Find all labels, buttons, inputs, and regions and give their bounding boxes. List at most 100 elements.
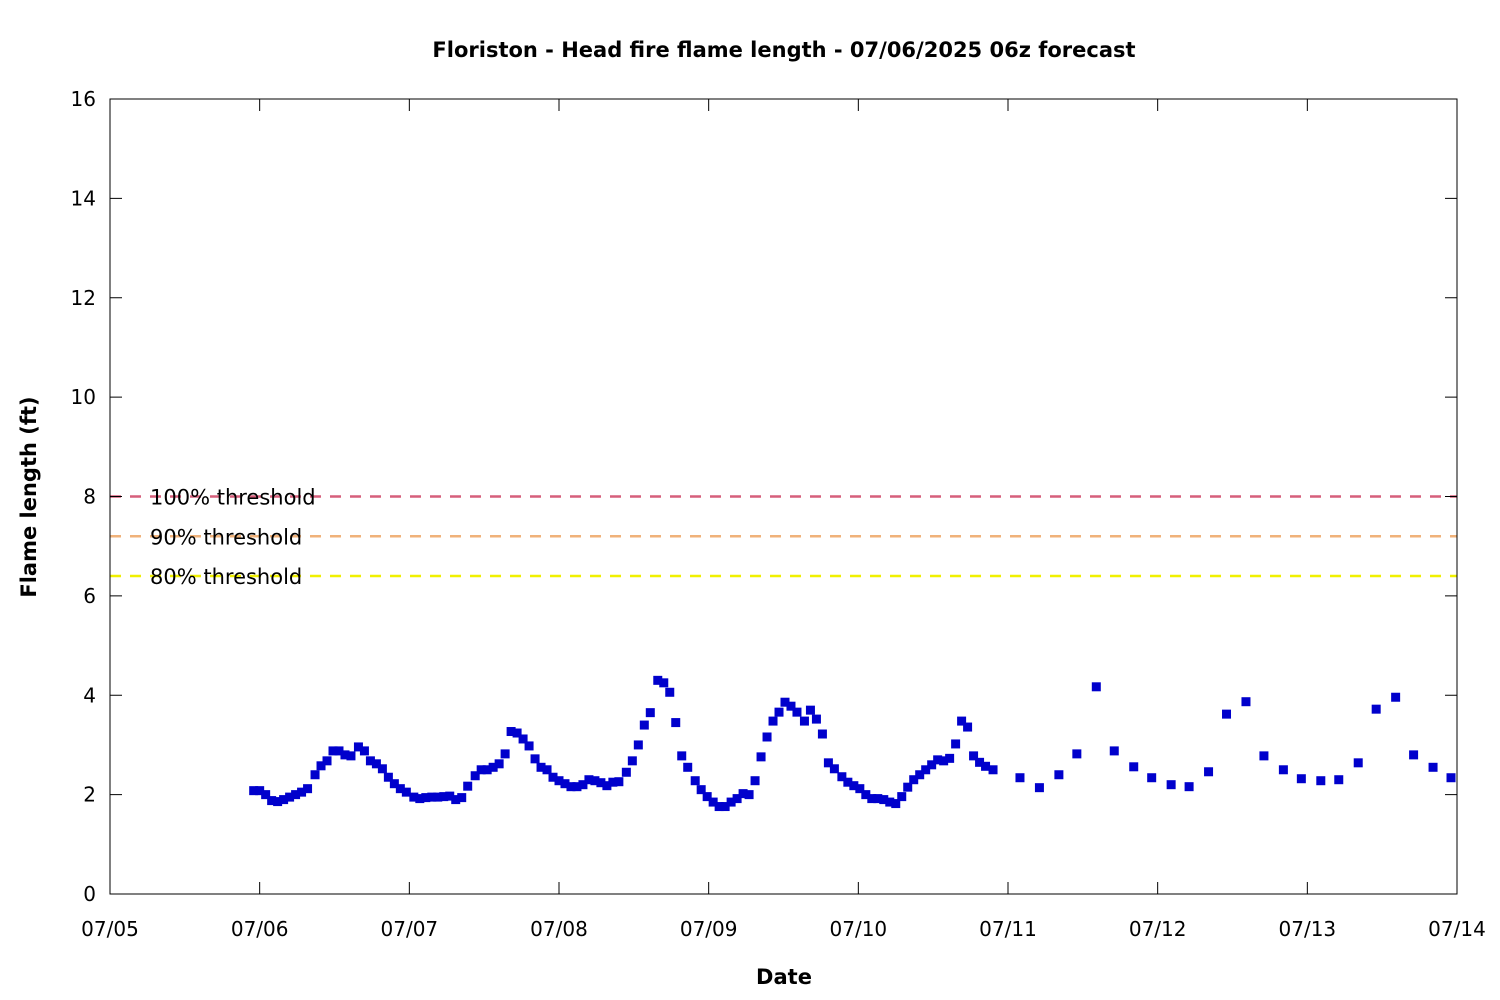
data-point <box>285 792 295 802</box>
data-point <box>334 746 344 756</box>
data-point <box>891 799 901 809</box>
data-point <box>530 754 540 764</box>
data-point <box>799 716 809 726</box>
data-point <box>291 790 301 800</box>
data-point <box>921 765 931 775</box>
data-point <box>768 716 778 726</box>
data-point <box>945 753 955 763</box>
data-point <box>1129 762 1139 772</box>
data-point <box>451 795 461 805</box>
data-point <box>879 795 889 805</box>
data-point <box>409 792 419 802</box>
data-point <box>897 792 907 802</box>
data-point <box>1278 765 1288 775</box>
x-tick-label: 07/05 <box>81 917 139 941</box>
data-point <box>621 767 631 777</box>
data-point <box>494 759 504 769</box>
data-point <box>1015 773 1025 783</box>
data-point <box>476 765 486 775</box>
data-point <box>653 675 663 685</box>
data-point <box>548 772 558 782</box>
data-point <box>421 793 431 803</box>
data-point <box>1334 775 1344 785</box>
data-point <box>811 714 821 724</box>
data-point <box>1034 783 1044 793</box>
y-tick-label: 16 <box>71 87 96 111</box>
data-point <box>596 778 606 788</box>
y-tick-label: 4 <box>83 683 96 707</box>
data-point <box>1296 774 1306 784</box>
y-tick-label: 12 <box>71 286 96 310</box>
data-point <box>627 756 637 766</box>
data-point <box>457 793 467 803</box>
data-point <box>427 792 437 802</box>
x-tick-label: 07/12 <box>1129 917 1187 941</box>
x-tick-label: 07/13 <box>1279 917 1337 941</box>
data-point <box>310 770 320 780</box>
data-point <box>542 765 552 775</box>
data-point <box>780 697 790 707</box>
threshold-lines <box>110 495 1457 578</box>
data-point <box>963 722 973 732</box>
data-point <box>614 777 624 787</box>
y-tick-label: 2 <box>83 783 96 807</box>
data-point <box>823 758 833 768</box>
data-point <box>1316 776 1326 786</box>
data-point <box>786 701 796 711</box>
data-point <box>303 784 313 794</box>
y-tick-label: 6 <box>83 584 96 608</box>
data-point <box>873 794 883 804</box>
data-point <box>1259 751 1269 761</box>
data-point <box>273 797 283 807</box>
data-point <box>359 746 369 756</box>
data-point <box>602 781 612 791</box>
data-point <box>774 707 784 717</box>
threshold-label: 80% threshold <box>150 565 302 589</box>
data-point <box>1147 773 1157 783</box>
data-point <box>383 772 393 782</box>
data-point <box>1204 767 1214 777</box>
axes: 0 2 4 6 8 10 12 14 16 07/05 07/06 07/07 07/08 07/09 07… <box>71 87 1486 941</box>
data-point <box>566 782 576 792</box>
data-point <box>714 802 724 812</box>
data-point <box>702 792 712 802</box>
data-point <box>584 775 594 785</box>
data-point <box>1054 770 1064 780</box>
data-point <box>696 785 706 795</box>
x-tick-label: 07/06 <box>231 917 289 941</box>
data-point <box>633 740 643 750</box>
data-point <box>665 687 675 697</box>
data-point <box>1166 780 1176 790</box>
data-point <box>377 764 387 774</box>
data-point <box>608 777 618 787</box>
data-point <box>560 779 570 789</box>
data-point <box>1353 758 1363 768</box>
data-point <box>316 761 326 771</box>
data-point <box>975 757 985 767</box>
data-point <box>512 728 522 738</box>
data-point <box>732 794 742 804</box>
data-point <box>401 787 411 797</box>
data-point <box>482 765 492 775</box>
data-point <box>756 752 766 762</box>
data-point <box>470 771 480 781</box>
data-point <box>1371 704 1381 714</box>
data-point <box>365 756 375 766</box>
data-point <box>353 742 363 752</box>
data-point <box>524 741 534 751</box>
data-point <box>371 759 381 769</box>
data-point <box>267 796 277 806</box>
x-tick-label: 07/08 <box>530 917 588 941</box>
data-point <box>261 790 271 800</box>
data-point <box>690 776 700 786</box>
data-point <box>792 707 802 717</box>
data-point <box>933 755 943 765</box>
data-point <box>590 776 600 786</box>
data-point <box>1391 692 1401 702</box>
data-point <box>297 787 307 797</box>
data-point <box>805 705 815 715</box>
data-point <box>677 751 687 761</box>
data-point <box>249 786 259 796</box>
threshold-label: 100% threshold <box>150 486 316 510</box>
